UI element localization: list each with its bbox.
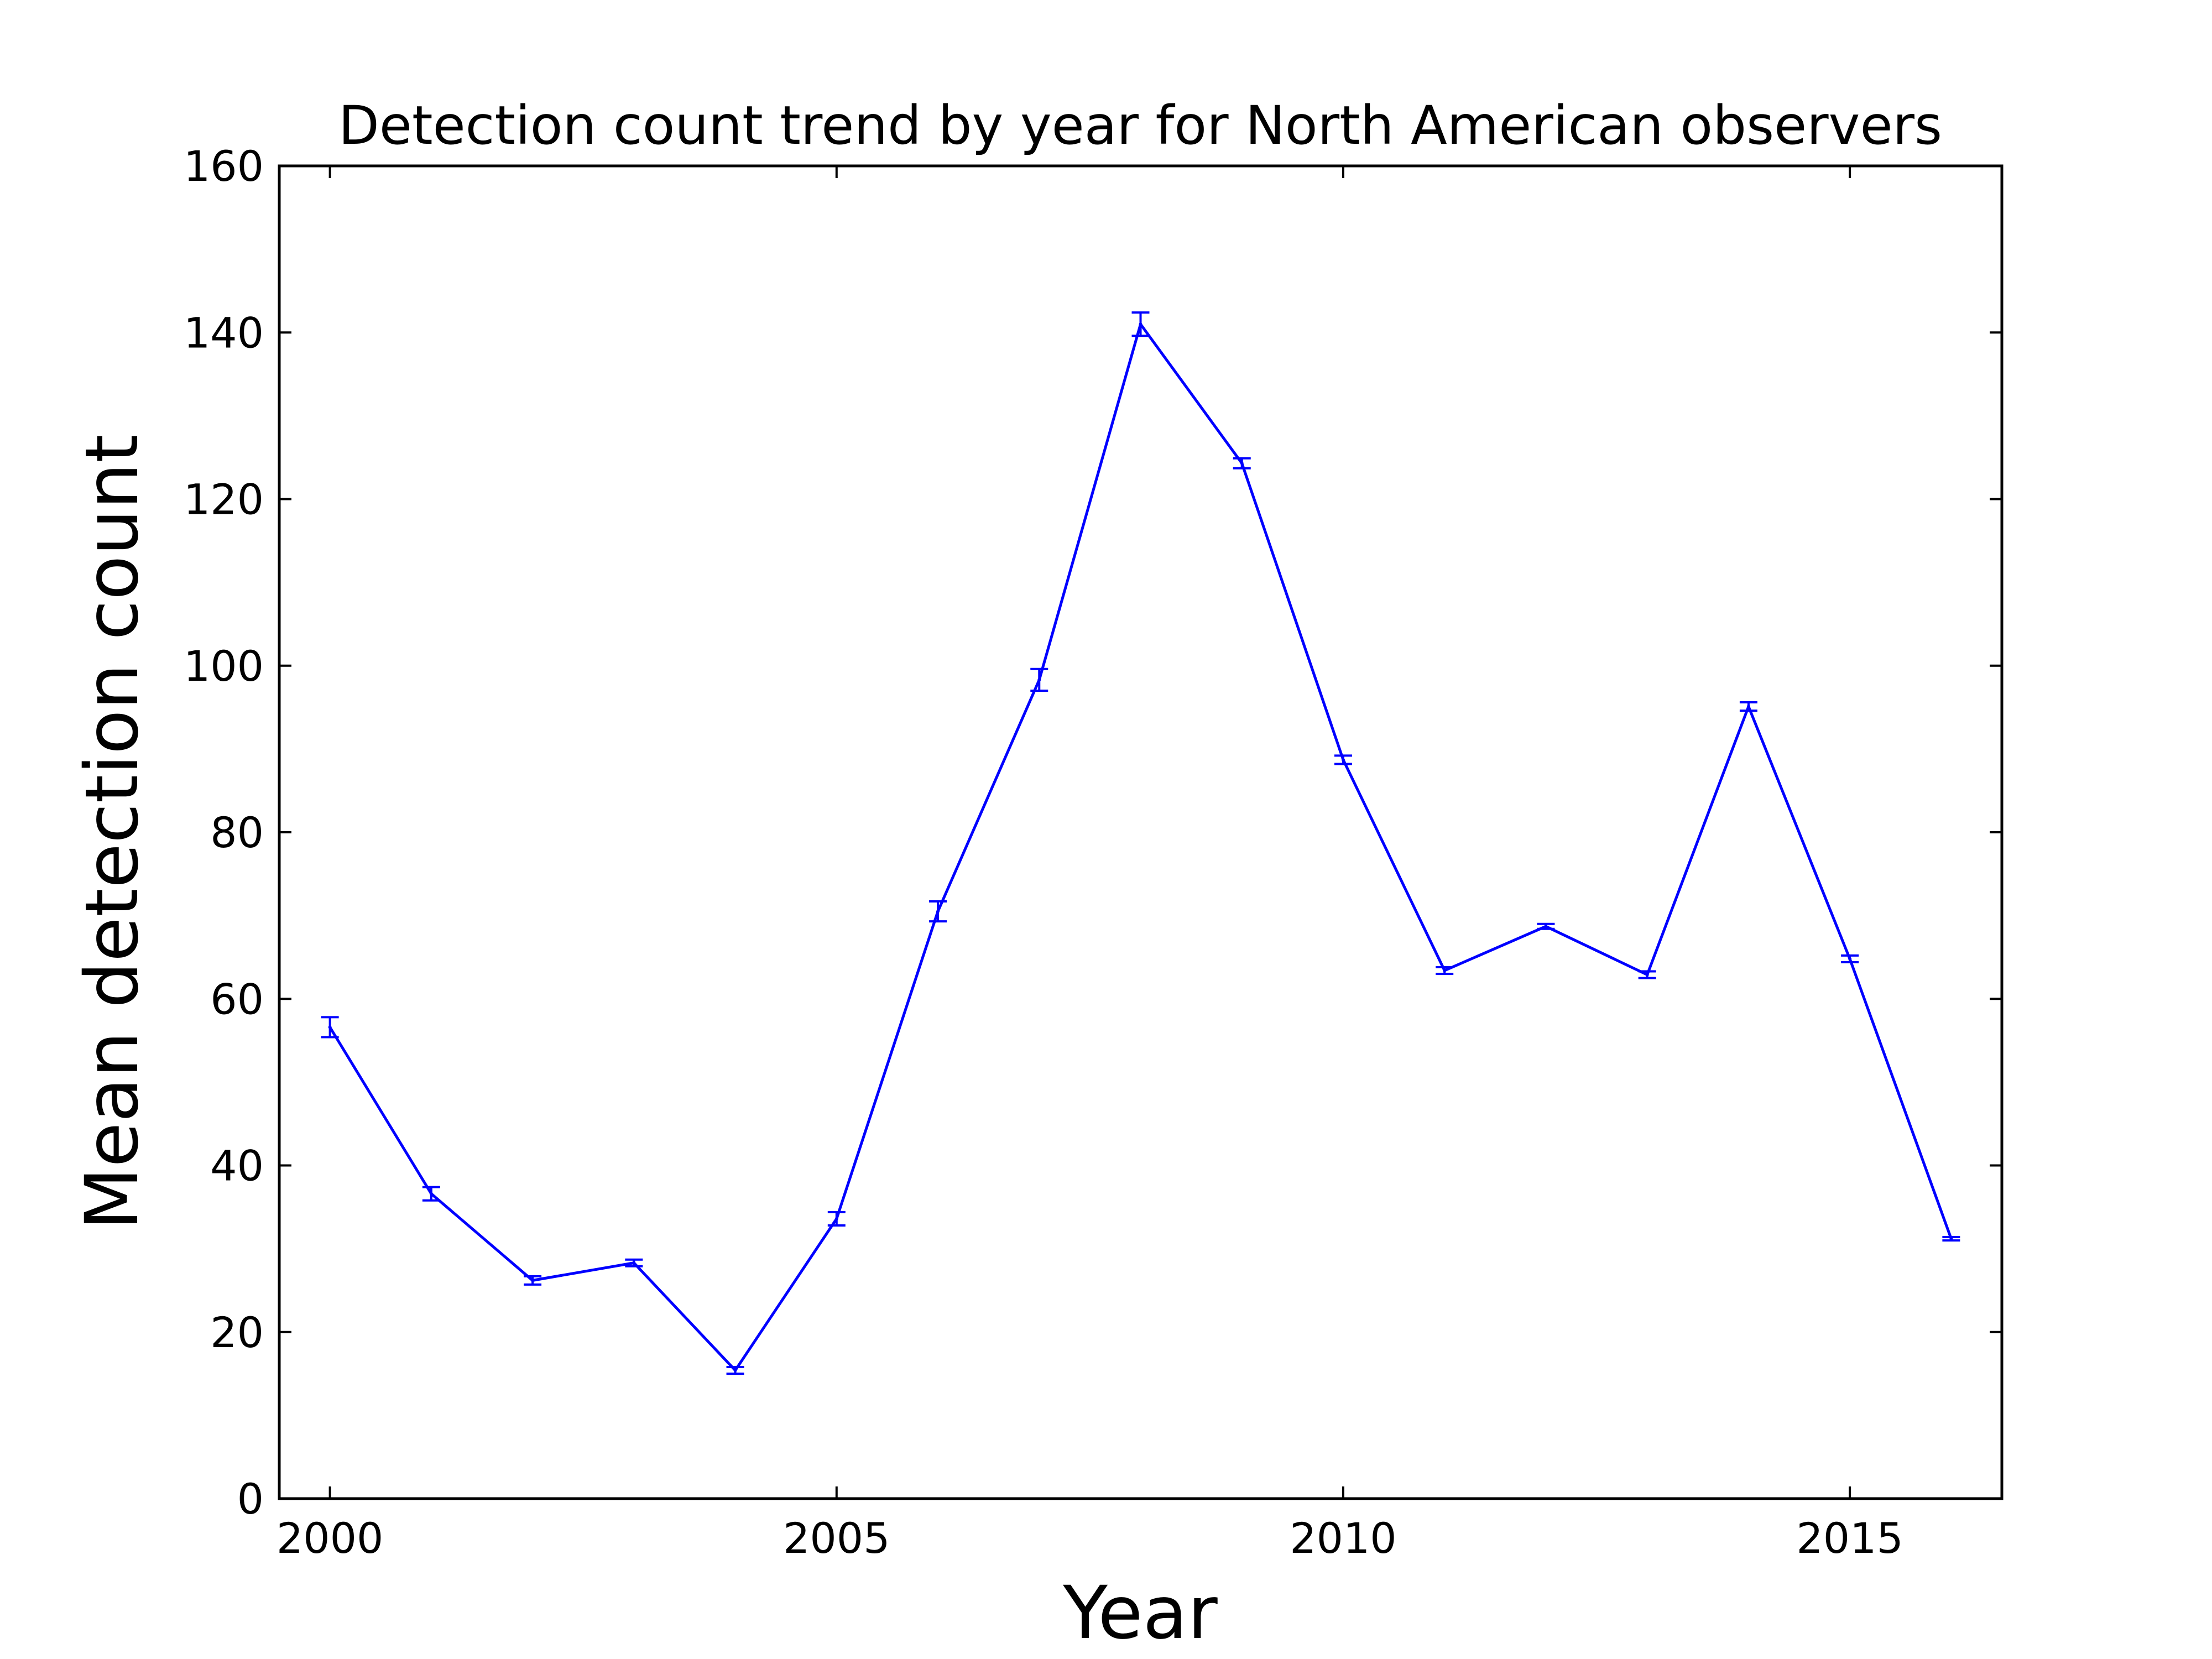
error-bar <box>625 1258 643 1267</box>
x-tick-label: 2005 <box>783 1514 890 1563</box>
y-tick-label: 160 <box>184 142 264 191</box>
x-axis-ticks: 2000 2005 2010 2015 <box>276 166 1903 1563</box>
plot-frame <box>278 164 2004 1500</box>
error-bar <box>1942 1236 1960 1242</box>
x-tick-label: 2015 <box>1796 1514 1903 1563</box>
error-bar <box>1638 970 1656 979</box>
error-bar <box>1436 966 1454 975</box>
chart-title: Detection count trend by year for North … <box>338 95 1942 156</box>
y-tick-label: 100 <box>184 641 264 691</box>
error-bar <box>1841 954 1859 963</box>
y-tick-label: 140 <box>184 308 264 357</box>
data-point <box>733 1369 737 1373</box>
error-bar <box>929 900 947 923</box>
y-tick-label: 60 <box>210 974 264 1024</box>
error-bar <box>1030 667 1048 692</box>
data-point <box>1848 957 1852 961</box>
data-point <box>1544 925 1548 928</box>
error-bar <box>524 1275 542 1286</box>
error-bar <box>827 1211 846 1227</box>
y-tick-label: 120 <box>184 475 264 524</box>
y-axis-ticks: 0 20 40 60 80 100 120 140 160 <box>184 142 2002 1524</box>
data-point <box>632 1261 636 1265</box>
y-tick-label: 20 <box>210 1308 264 1357</box>
data-point <box>429 1192 433 1196</box>
data-point <box>1645 973 1649 977</box>
data-point <box>1949 1237 1953 1241</box>
y-axis-label: Mean detection count <box>70 434 155 1230</box>
y-tick-label: 0 <box>237 1474 264 1524</box>
error-bar <box>321 1016 339 1039</box>
data-point <box>1037 678 1041 682</box>
x-tick-label: 2010 <box>1290 1514 1396 1563</box>
error-bar <box>1334 754 1352 765</box>
data-point <box>834 1217 838 1220</box>
data-point <box>1139 322 1142 326</box>
data-point <box>1341 758 1345 761</box>
error-bar <box>1739 701 1757 712</box>
x-axis-label: Year <box>1062 1571 1218 1656</box>
error-bar <box>726 1366 744 1375</box>
series-layer <box>321 311 1960 1375</box>
data-point <box>936 910 940 914</box>
data-point <box>1746 705 1750 708</box>
y-tick-label: 80 <box>210 808 264 857</box>
x-tick-label: 2000 <box>276 1514 383 1563</box>
error-bar <box>422 1186 440 1202</box>
error-bar <box>1131 311 1150 337</box>
data-point <box>1240 461 1244 465</box>
data-point <box>1443 969 1447 973</box>
error-bar <box>1537 922 1555 930</box>
y-tick-label: 40 <box>210 1141 264 1191</box>
data-point <box>531 1279 535 1282</box>
error-bar <box>1233 457 1251 469</box>
data-point <box>328 1025 332 1029</box>
